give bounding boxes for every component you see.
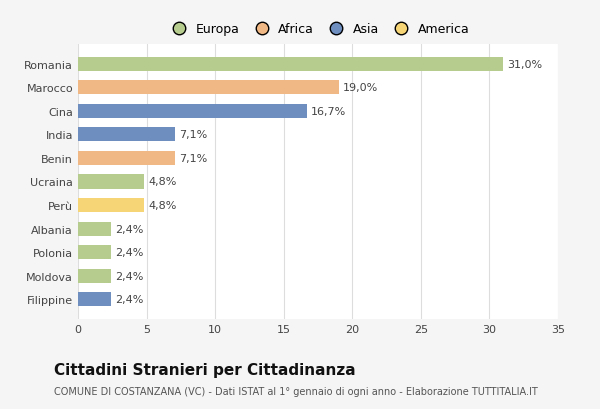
Text: 2,4%: 2,4% — [115, 224, 143, 234]
Bar — [78, 222, 111, 236]
Text: COMUNE DI COSTANZANA (VC) - Dati ISTAT al 1° gennaio di ogni anno - Elaborazione: COMUNE DI COSTANZANA (VC) - Dati ISTAT a… — [54, 387, 538, 396]
Text: Cittadini Stranieri per Cittadinanza: Cittadini Stranieri per Cittadinanza — [54, 362, 356, 377]
Text: 16,7%: 16,7% — [311, 106, 346, 117]
Bar — [78, 198, 144, 213]
Text: 31,0%: 31,0% — [507, 59, 542, 70]
Text: 2,4%: 2,4% — [115, 271, 143, 281]
Text: 7,1%: 7,1% — [179, 130, 208, 140]
Bar — [78, 175, 144, 189]
Bar — [78, 245, 111, 260]
Legend: Europa, Africa, Asia, America: Europa, Africa, Asia, America — [161, 18, 475, 41]
Bar — [78, 128, 175, 142]
Text: 2,4%: 2,4% — [115, 294, 143, 305]
Text: 19,0%: 19,0% — [343, 83, 378, 93]
Bar — [78, 151, 175, 166]
Text: 4,8%: 4,8% — [148, 177, 176, 187]
Bar — [78, 57, 503, 72]
Bar — [78, 104, 307, 119]
Bar — [78, 292, 111, 307]
Text: 7,1%: 7,1% — [179, 153, 208, 164]
Bar — [78, 81, 338, 95]
Text: 4,8%: 4,8% — [148, 200, 176, 211]
Bar — [78, 269, 111, 283]
Text: 2,4%: 2,4% — [115, 247, 143, 258]
